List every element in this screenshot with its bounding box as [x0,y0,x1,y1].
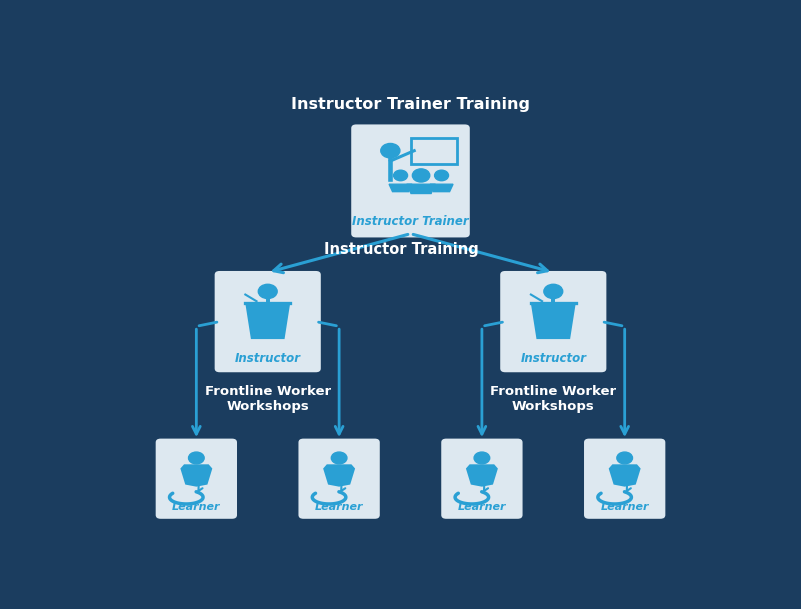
Text: Learner: Learner [172,502,220,512]
Polygon shape [389,184,412,192]
Polygon shape [531,303,576,339]
Text: Instructor Trainer: Instructor Trainer [352,216,469,228]
Circle shape [617,452,633,464]
Circle shape [393,170,408,181]
FancyBboxPatch shape [584,438,666,519]
Text: Instructor: Instructor [521,351,586,365]
Text: Instructor Trainer Training: Instructor Trainer Training [291,97,530,112]
Circle shape [380,144,400,158]
Circle shape [435,170,449,181]
Circle shape [188,452,204,464]
Polygon shape [323,464,355,487]
Text: Frontline Worker
Workshops: Frontline Worker Workshops [205,385,331,413]
Text: Frontline Worker
Workshops: Frontline Worker Workshops [490,385,616,413]
Circle shape [258,284,277,298]
Polygon shape [430,184,453,192]
Text: Learner: Learner [315,502,364,512]
Circle shape [413,169,430,182]
Text: Instructor Training: Instructor Training [324,242,478,257]
FancyBboxPatch shape [500,271,606,372]
Polygon shape [180,464,212,487]
FancyBboxPatch shape [215,271,321,372]
FancyBboxPatch shape [155,438,237,519]
FancyBboxPatch shape [299,438,380,519]
Text: Instructor: Instructor [235,351,300,365]
Circle shape [474,452,489,464]
Circle shape [332,452,347,464]
Polygon shape [407,184,436,194]
FancyBboxPatch shape [351,124,470,238]
Text: Learner: Learner [457,502,506,512]
Polygon shape [609,464,641,487]
Polygon shape [245,303,290,339]
Circle shape [544,284,563,298]
Polygon shape [466,464,498,487]
FancyBboxPatch shape [441,438,522,519]
Text: Learner: Learner [601,502,649,512]
